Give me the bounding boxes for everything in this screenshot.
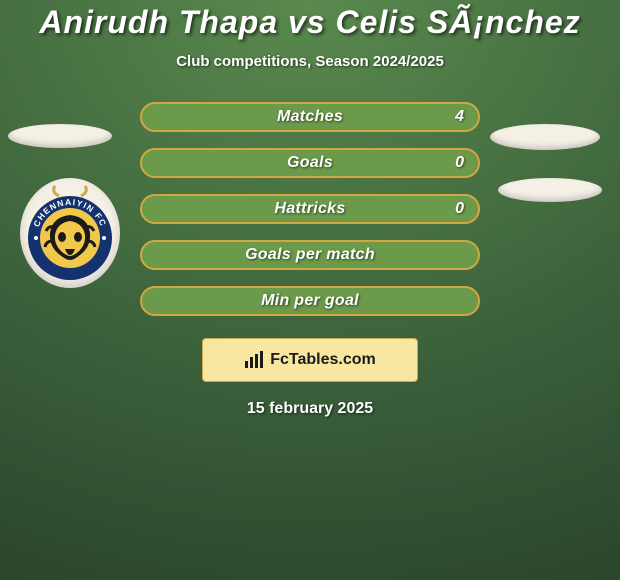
stat-value: 4 xyxy=(455,108,464,126)
planet-ellipse xyxy=(8,124,112,148)
planet-ellipse xyxy=(498,178,602,202)
stat-value: 0 xyxy=(455,154,464,172)
bars-icon xyxy=(244,351,264,369)
stat-label: Hattricks xyxy=(274,200,345,218)
stat-row: Hattricks 0 xyxy=(140,194,480,224)
stat-label: Goals per match xyxy=(245,246,375,264)
stat-label: Goals xyxy=(287,154,333,172)
stat-row: Goals 0 xyxy=(140,148,480,178)
page-title: Anirudh Thapa vs Celis SÃ¡nchez xyxy=(0,0,620,41)
stat-label: Min per goal xyxy=(261,292,359,310)
stat-row: Matches 4 xyxy=(140,102,480,132)
subtitle: Club competitions, Season 2024/2025 xyxy=(0,53,620,70)
club-badge: CHENNAIYIN FC xyxy=(20,178,120,288)
stat-label: Matches xyxy=(277,108,343,126)
club-crest-icon: CHENNAIYIN FC xyxy=(25,183,115,283)
content-root: Anirudh Thapa vs Celis SÃ¡nchez Club com… xyxy=(0,0,620,580)
watermark-text: FcTables.com xyxy=(270,351,376,369)
date-text: 15 february 2025 xyxy=(0,400,620,418)
planet-ellipse xyxy=(490,124,600,150)
watermark: FcTables.com xyxy=(202,338,418,382)
stat-row: Goals per match xyxy=(140,240,480,270)
stat-value: 0 xyxy=(455,200,464,218)
stat-row: Min per goal xyxy=(140,286,480,316)
